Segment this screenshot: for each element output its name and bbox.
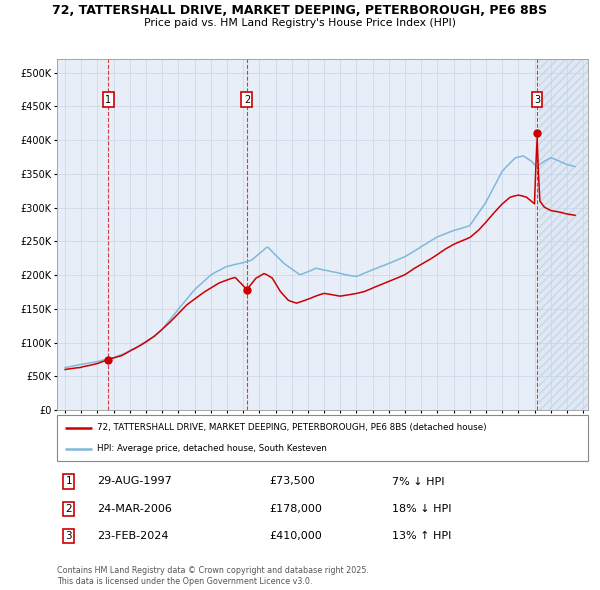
Text: 23-FEB-2024: 23-FEB-2024	[97, 531, 169, 541]
Text: 2: 2	[244, 94, 250, 104]
FancyBboxPatch shape	[57, 415, 588, 461]
Text: 7% ↓ HPI: 7% ↓ HPI	[392, 477, 444, 487]
Text: 18% ↓ HPI: 18% ↓ HPI	[392, 504, 451, 514]
Text: 1: 1	[65, 477, 72, 487]
Text: 72, TATTERSHALL DRIVE, MARKET DEEPING, PETERBOROUGH, PE6 8BS: 72, TATTERSHALL DRIVE, MARKET DEEPING, P…	[52, 4, 548, 17]
Text: Contains HM Land Registry data © Crown copyright and database right 2025.: Contains HM Land Registry data © Crown c…	[57, 566, 369, 575]
Bar	[539, 59, 588, 410]
Text: 24-MAR-2006: 24-MAR-2006	[97, 504, 172, 514]
Text: 2: 2	[65, 504, 72, 514]
Text: 13% ↑ HPI: 13% ↑ HPI	[392, 531, 451, 541]
Text: £178,000: £178,000	[269, 504, 322, 514]
Text: 3: 3	[534, 94, 540, 104]
Text: 3: 3	[65, 531, 72, 541]
Text: £73,500: £73,500	[269, 477, 315, 487]
Text: 1: 1	[105, 94, 111, 104]
Text: Price paid vs. HM Land Registry's House Price Index (HPI): Price paid vs. HM Land Registry's House …	[144, 18, 456, 28]
Bar	[539, 59, 588, 410]
Text: This data is licensed under the Open Government Licence v3.0.: This data is licensed under the Open Gov…	[57, 577, 313, 586]
Text: 29-AUG-1997: 29-AUG-1997	[97, 477, 172, 487]
Text: HPI: Average price, detached house, South Kesteven: HPI: Average price, detached house, Sout…	[97, 444, 326, 454]
Text: 72, TATTERSHALL DRIVE, MARKET DEEPING, PETERBOROUGH, PE6 8BS (detached house): 72, TATTERSHALL DRIVE, MARKET DEEPING, P…	[97, 423, 487, 432]
Text: £410,000: £410,000	[269, 531, 322, 541]
